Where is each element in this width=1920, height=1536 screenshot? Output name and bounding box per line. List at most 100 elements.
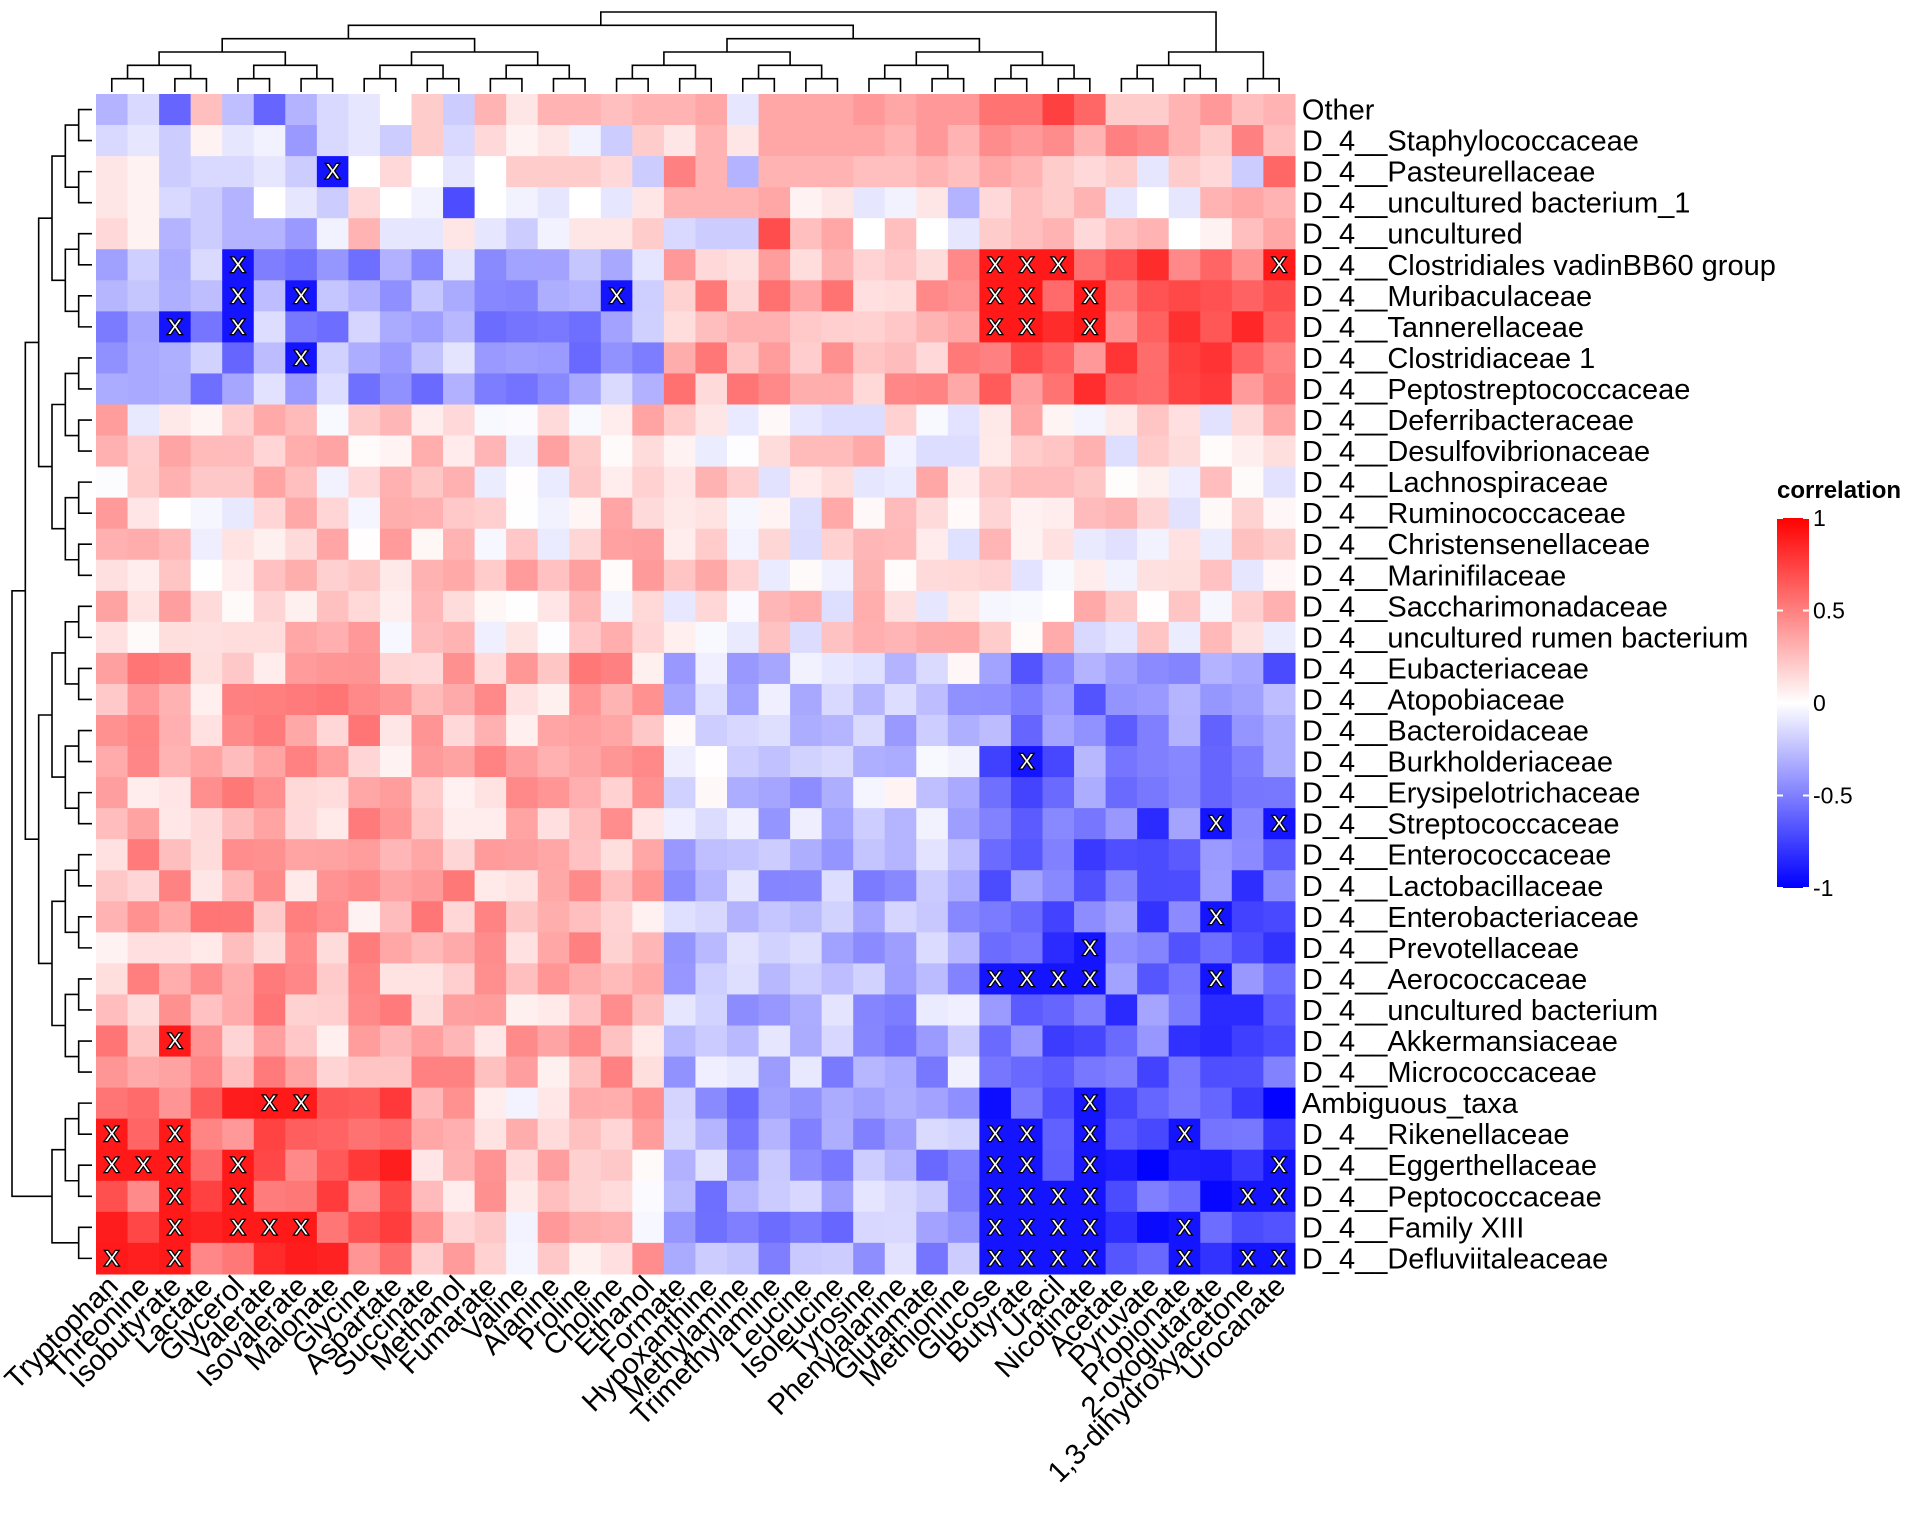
heatmap-cell xyxy=(663,156,697,188)
heatmap-cell xyxy=(600,1242,633,1275)
heatmap-cell xyxy=(663,1180,697,1213)
heatmap-cell xyxy=(348,249,381,281)
heatmap-cell xyxy=(821,280,854,312)
heatmap-cell xyxy=(884,156,917,188)
heatmap-cell xyxy=(1168,187,1201,219)
significance-mark: X xyxy=(168,1185,182,1208)
heatmap-cell xyxy=(632,994,665,1027)
heatmap-cell xyxy=(884,994,917,1027)
heatmap-cell xyxy=(821,311,854,343)
heatmap-cell xyxy=(979,994,1012,1027)
heatmap-cell xyxy=(127,311,160,343)
heatmap-cell xyxy=(348,528,381,561)
heatmap-cell xyxy=(979,1211,1012,1244)
heatmap-cell xyxy=(1074,559,1107,592)
heatmap-cell xyxy=(853,621,886,654)
heatmap-cell xyxy=(96,280,129,312)
heatmap-cell xyxy=(443,466,476,499)
heatmap-cell xyxy=(695,187,728,219)
heatmap-cell xyxy=(1231,466,1264,499)
heatmap-cell xyxy=(348,311,381,343)
heatmap-cell xyxy=(474,125,507,157)
heatmap-cell xyxy=(663,777,697,809)
heatmap-cell xyxy=(884,125,917,157)
heatmap-cell xyxy=(316,652,349,685)
heatmap-cell xyxy=(127,342,160,375)
heatmap-cell xyxy=(884,187,917,219)
significance-mark: X xyxy=(1241,1185,1255,1208)
heatmap-cell xyxy=(379,746,413,778)
heatmap-cell xyxy=(979,125,1012,157)
row-label: D_4__Atopobiaceae xyxy=(1302,684,1565,716)
heatmap-cell xyxy=(947,1087,980,1120)
heatmap-cell xyxy=(1105,187,1138,219)
heatmap-cell xyxy=(537,187,570,219)
dendrogram-branch xyxy=(37,714,52,965)
heatmap-cell xyxy=(537,1025,570,1058)
heatmap-cell xyxy=(853,249,886,281)
heatmap-cell xyxy=(285,777,318,809)
heatmap-cell xyxy=(127,777,160,809)
heatmap-cell xyxy=(159,652,192,685)
heatmap-cell xyxy=(474,1180,507,1213)
heatmap-cell xyxy=(1263,1211,1296,1244)
heatmap-cell xyxy=(947,590,980,623)
heatmap-cell xyxy=(1263,683,1296,716)
dendrogram-branch xyxy=(1136,64,1202,79)
heatmap-cell xyxy=(916,994,949,1027)
heatmap-cell xyxy=(600,932,633,964)
heatmap-cell xyxy=(316,1118,349,1151)
heatmap-cell xyxy=(1074,1211,1107,1244)
heatmap-cell xyxy=(1263,715,1296,747)
heatmap-cell xyxy=(190,777,223,809)
heatmap-cell xyxy=(727,94,760,126)
dendrogram-branch xyxy=(600,11,1217,52)
significance-mark: X xyxy=(1051,254,1065,277)
heatmap-cell xyxy=(569,435,602,468)
heatmap-cell xyxy=(1074,280,1107,312)
heatmap-cell xyxy=(790,311,823,343)
heatmap-cell xyxy=(443,1180,476,1213)
heatmap-cell xyxy=(1042,435,1075,468)
row-label: D_4__uncultured bacterium_1 xyxy=(1302,188,1691,220)
heatmap-cell xyxy=(474,1118,507,1151)
heatmap-cell xyxy=(506,466,539,499)
heatmap-cell xyxy=(821,590,854,623)
heatmap-cell xyxy=(379,559,413,592)
heatmap-cell xyxy=(1137,435,1170,468)
heatmap-cell xyxy=(411,249,444,281)
dendrogram-branch xyxy=(77,1226,92,1260)
heatmap-cell xyxy=(127,497,160,530)
heatmap-cell xyxy=(1168,125,1201,157)
heatmap-cell xyxy=(979,621,1012,654)
column-labels: TryptophanThreonineIsobutyrateLactateGly… xyxy=(0,1270,1292,1489)
heatmap-cell xyxy=(1200,621,1233,654)
heatmap-cell xyxy=(947,249,980,281)
heatmap-cell xyxy=(474,901,507,933)
significance-mark: X xyxy=(105,1123,119,1146)
row-label: D_4__Prevotellaceae xyxy=(1302,933,1579,965)
heatmap-cell xyxy=(411,994,444,1027)
significance-mark: X xyxy=(988,285,1002,308)
heatmap-cell xyxy=(1200,94,1233,126)
heatmap-cell xyxy=(379,652,413,685)
heatmap-cell xyxy=(1200,839,1233,871)
significance-mark: X xyxy=(1083,1154,1097,1177)
heatmap-cell xyxy=(1042,901,1075,933)
heatmap-cell xyxy=(474,652,507,685)
heatmap-cell xyxy=(474,404,507,437)
heatmap-cell xyxy=(1168,746,1201,778)
heatmap-cell xyxy=(537,1211,570,1244)
heatmap-cell xyxy=(1074,1056,1107,1089)
heatmap-cell xyxy=(127,218,160,250)
heatmap-cell xyxy=(947,963,980,996)
heatmap-cell xyxy=(1137,746,1170,778)
heatmap-cell xyxy=(253,156,286,188)
heatmap-cell xyxy=(190,125,223,157)
heatmap-cell xyxy=(127,621,160,654)
dendrogram-branch xyxy=(1057,77,1091,92)
heatmap-cell xyxy=(853,435,886,468)
heatmap-cell xyxy=(1105,1242,1138,1275)
heatmap-cell xyxy=(663,94,697,126)
